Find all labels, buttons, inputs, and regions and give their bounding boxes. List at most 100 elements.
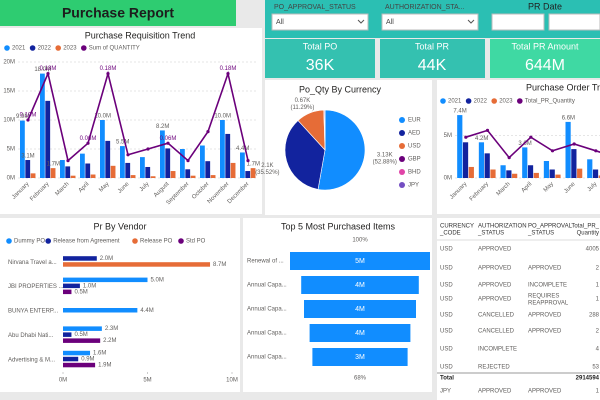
legend-label: 2021 [448, 99, 462, 105]
bar [571, 149, 577, 178]
bar [150, 176, 156, 178]
y-tick-label: JBI PROPERTIES ... [8, 284, 64, 290]
bar [185, 169, 191, 178]
legend-swatch [4, 45, 10, 51]
data-label: 1.6M [93, 351, 106, 357]
table-cell: USD [440, 266, 453, 272]
bar [140, 157, 145, 178]
date-input[interactable] [491, 13, 545, 31]
legend-swatch [399, 182, 405, 188]
table-cell: _STATUS [527, 231, 554, 237]
legend-label: JPY [408, 183, 419, 189]
y-tick-label: 10M [3, 118, 15, 124]
table-cell: APPROVED [478, 297, 512, 303]
bar [100, 120, 105, 178]
bar [63, 277, 148, 283]
panel [437, 218, 600, 400]
data-label: 2.0M [100, 256, 113, 262]
y-tick-label: 0M [444, 176, 452, 182]
data-label: 10.0M [94, 114, 111, 120]
x-tick-label: 10M [226, 378, 238, 384]
kpi-label: Total PO [303, 41, 338, 51]
legend-swatch [132, 238, 138, 244]
category-label: Annual Capa... [247, 307, 287, 313]
bar [90, 174, 96, 178]
legend-label: GBP [408, 157, 421, 163]
kpi-value: 44K [418, 57, 447, 74]
kpi-label: Total PR [415, 41, 450, 51]
pie-slice [284, 120, 326, 190]
bar [63, 283, 80, 289]
data-label: 3.1M [21, 154, 34, 160]
bar [565, 121, 571, 178]
data-label: 1.7M [247, 162, 260, 168]
bar [63, 350, 91, 356]
bar [80, 153, 85, 178]
data-label: 10.0M [214, 114, 231, 120]
legend-swatch [399, 156, 405, 162]
table-cell: USD [440, 297, 453, 303]
bar [522, 147, 528, 178]
kpi-label: Total PR Amount [511, 41, 579, 51]
data-label: 6.6M [562, 115, 575, 121]
bar [457, 115, 463, 178]
bar [85, 163, 91, 178]
header-banner [0, 0, 236, 26]
data-label: 2.3M [105, 326, 118, 332]
data-label: 0.67K (11.29%) [290, 98, 314, 111]
legend-label: BHD [408, 170, 421, 176]
table-cell: Total_PR_ [571, 224, 599, 230]
table-cell: 1 [596, 389, 600, 395]
table-cell: 2 [596, 266, 600, 272]
data-label: 0.18M [220, 66, 237, 72]
line-point [246, 159, 250, 163]
bar [549, 169, 555, 178]
kpi-value: 644M [525, 57, 565, 74]
table-cell: APPROVED [478, 247, 512, 253]
date-input[interactable] [548, 13, 600, 31]
bar [105, 140, 111, 178]
filter-value: All [386, 19, 394, 26]
legend-swatch [399, 130, 405, 136]
bar [63, 308, 138, 313]
x-tick-label: July [587, 181, 599, 193]
data-label: 18.0M [34, 67, 51, 73]
chart-title: Pr By Vendor [93, 221, 146, 231]
line-point [166, 141, 170, 145]
funnel-bar [301, 276, 419, 294]
chart-title: Top 5 Most Purchased Items [281, 221, 396, 231]
line-point [529, 135, 533, 139]
table-cell: _CODE [439, 231, 461, 237]
table-cell: USD [440, 329, 453, 335]
funnel-bar [290, 252, 430, 270]
line-point [86, 141, 90, 145]
pie-slice [317, 109, 366, 191]
bar [63, 262, 211, 267]
line-point [226, 72, 230, 76]
data-label: 3M [355, 354, 365, 361]
legend-label: EUR [408, 118, 421, 124]
legend-label: Total_PR_Quantity [525, 99, 575, 105]
table-cell: 288 [589, 313, 600, 319]
chart-title: Purchase Order Tr [526, 82, 600, 92]
bar [60, 160, 65, 178]
filter-label: AUTHORIZATION_STA... [385, 4, 465, 11]
data-label: 1.9M [98, 363, 111, 369]
table-cell: CANCELLED [478, 313, 515, 319]
y-tick-label: BUNYA ENTERP... [8, 309, 58, 315]
bar [500, 165, 506, 178]
header-title: Purchase Report [62, 5, 174, 21]
funnel-bar [304, 300, 416, 318]
bar [30, 173, 36, 178]
table-cell: Total [440, 376, 454, 382]
category-label: Annual Capa... [247, 283, 287, 289]
filter-dropdown[interactable] [271, 13, 369, 31]
legend-swatch [491, 98, 498, 104]
y-tick-label: 15M [3, 89, 15, 95]
kpi-card [490, 39, 600, 78]
filter-dropdown[interactable] [381, 13, 479, 31]
bar [63, 362, 96, 368]
bar [462, 142, 469, 178]
legend-label: 2022 [38, 46, 52, 52]
line-point [485, 128, 490, 132]
